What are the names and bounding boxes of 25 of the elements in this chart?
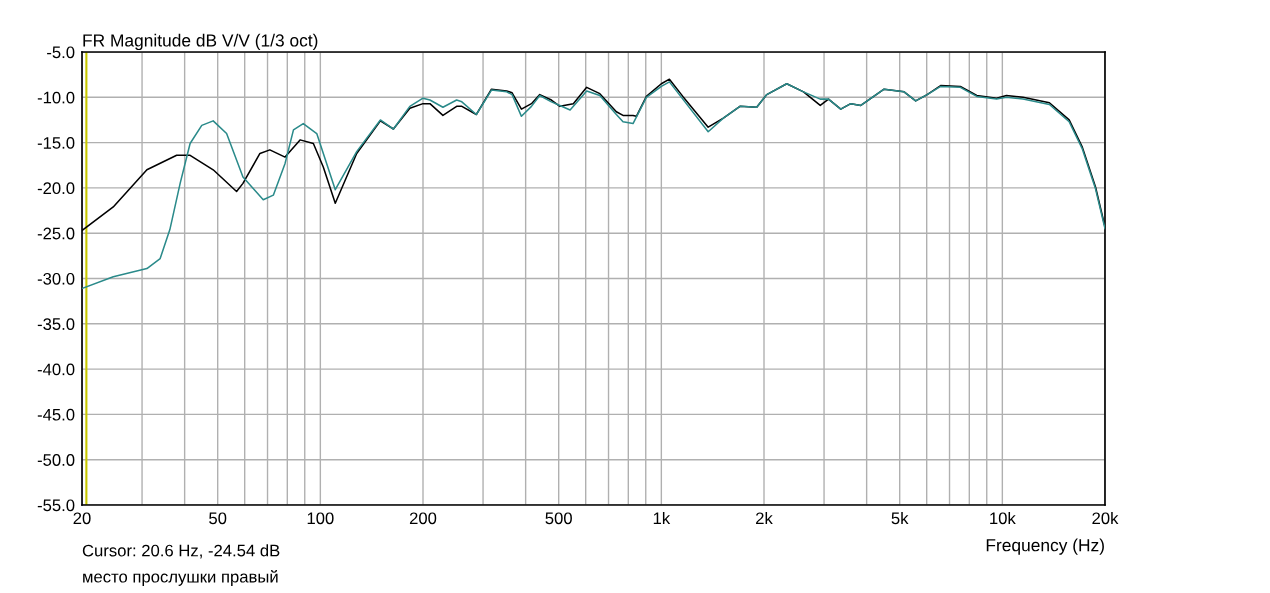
x-tick-label: 20 xyxy=(73,512,91,525)
y-tick-label: -30.0 xyxy=(37,272,75,285)
x-axis-title: Frequency (Hz) xyxy=(986,538,1104,555)
y-tick-label: -35.0 xyxy=(37,318,75,330)
y-tick-label: -40.0 xyxy=(37,363,75,376)
y-tick-label: -55.0 xyxy=(37,499,75,512)
x-tick-label: 200 xyxy=(409,512,437,525)
y-tick-label: -10.0 xyxy=(37,91,75,104)
x-tick-label: 10k xyxy=(990,511,1016,525)
x-tick-label: 2k xyxy=(756,511,773,525)
y-tick-label: -45.0 xyxy=(37,408,75,421)
x-tick-label: 500 xyxy=(545,512,572,525)
y-tick-label: -5.0 xyxy=(47,46,75,59)
y-tick-label: -50.0 xyxy=(37,454,75,466)
text: место прослушки правый xyxy=(83,570,278,586)
x-tick-label: 5k xyxy=(891,511,909,525)
x-tick-label: 100 xyxy=(307,512,334,525)
y-tick-label: -15.0 xyxy=(37,137,75,149)
x-tick-label: 20k xyxy=(1092,511,1119,525)
y-tick-label: -20.0 xyxy=(37,182,75,195)
text: Cursor: 20.6 Hz, -24.54 dB xyxy=(82,544,280,559)
chart-title: FR Magnitude dB V/V (1/3 oct) xyxy=(83,33,318,51)
x-tick-label: 1k xyxy=(653,511,671,525)
x-tick-label: 50 xyxy=(209,512,227,525)
y-tick-label: -25.0 xyxy=(37,227,75,240)
